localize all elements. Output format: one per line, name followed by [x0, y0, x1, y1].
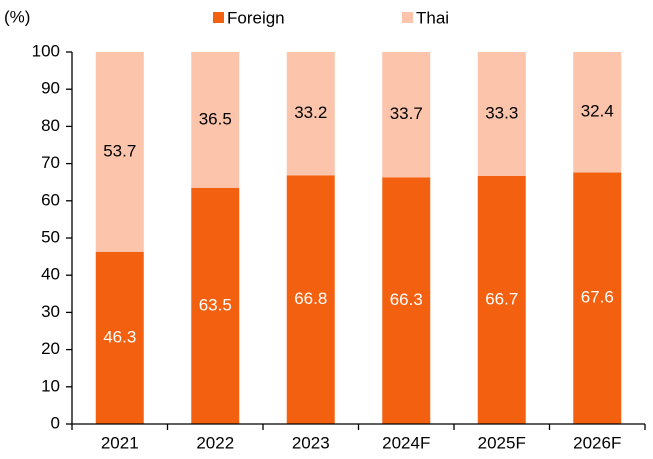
data-label: 33.2	[294, 103, 327, 122]
data-label: 66.8	[294, 289, 327, 308]
bar-segment	[573, 172, 622, 424]
data-label: 33.3	[485, 103, 518, 122]
bar-segment	[477, 52, 526, 176]
bar-segment	[191, 187, 240, 424]
y-tick-label: 70	[41, 153, 60, 172]
legend-swatch	[402, 12, 413, 23]
x-tick-label: 2023	[292, 433, 330, 452]
bar-segment	[191, 52, 240, 188]
x-tick-label: 2026F	[573, 433, 621, 452]
bar-segment	[573, 52, 622, 173]
y-tick-label: 0	[51, 413, 60, 432]
bar-segment	[382, 177, 431, 424]
bar-segment	[382, 52, 431, 178]
data-label: 32.4	[581, 102, 614, 121]
y-tick-label: 100	[32, 41, 60, 60]
y-tick-label: 10	[41, 376, 60, 395]
y-tick-label: 50	[41, 227, 60, 246]
data-label: 66.7	[485, 289, 518, 308]
x-tick-label: 2024F	[382, 433, 430, 452]
data-label: 66.3	[390, 290, 423, 309]
y-tick-label: 20	[41, 339, 60, 358]
data-label: 63.5	[199, 295, 232, 314]
bar-segment	[95, 251, 144, 424]
bar-segment	[95, 52, 144, 252]
y-tick-label: 90	[41, 79, 60, 98]
bar-segment	[286, 175, 335, 424]
data-label: 53.7	[103, 141, 136, 160]
x-tick-label: 2025F	[478, 433, 526, 452]
legend-label: Foreign	[227, 8, 285, 27]
x-tick-label: 2022	[196, 433, 234, 452]
y-tick-label: 40	[41, 265, 60, 284]
legend-label: Thai	[416, 8, 449, 27]
y-axis-label: (%)	[4, 7, 30, 26]
data-label: 36.5	[199, 109, 232, 128]
data-label: 67.6	[581, 288, 614, 307]
data-label: 46.3	[103, 327, 136, 346]
y-tick-label: 30	[41, 302, 60, 321]
x-tick-label: 2021	[101, 433, 139, 452]
y-tick-label: 60	[41, 190, 60, 209]
legend-swatch	[213, 12, 224, 23]
y-tick-label: 80	[41, 116, 60, 135]
data-label: 33.7	[390, 104, 423, 123]
bar-segment	[477, 175, 526, 424]
bar-segment	[286, 52, 335, 176]
